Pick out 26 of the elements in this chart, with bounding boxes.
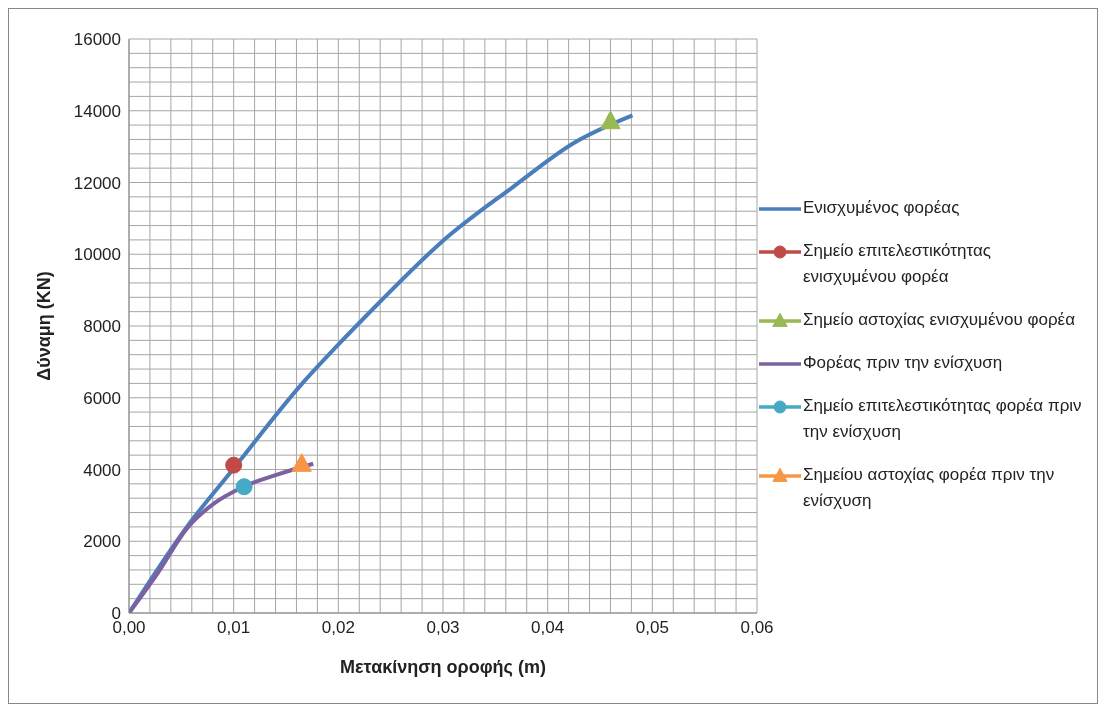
x-tick-label: 0,06 bbox=[740, 618, 774, 638]
x-axis-title: Μετακίνηση οροφής (m) bbox=[340, 657, 546, 677]
y-tick-label: 4000 bbox=[83, 460, 121, 480]
point bbox=[291, 453, 312, 472]
x-tick-label: 0,03 bbox=[426, 618, 460, 638]
legend-label: Σημείο επιτελεστικότητας ενισχυμένου φορέα bbox=[803, 240, 992, 288]
y-tick-label: 2000 bbox=[83, 532, 121, 552]
x-tick-label: 0,02 bbox=[321, 618, 355, 638]
legend-label: Σημείο επιτελεστικότητας φορέα πριν την ενίσχυση bbox=[803, 395, 1083, 443]
point bbox=[600, 110, 621, 130]
legend-label: Φορέας πριν την ενίσχυση bbox=[803, 352, 1003, 374]
y-tick-label: 12000 bbox=[73, 173, 121, 193]
y-tick-label: 10000 bbox=[73, 245, 121, 265]
point bbox=[235, 478, 253, 496]
point bbox=[225, 456, 243, 474]
legend-label: Σημείου αστοχίας φορέα πριν την ενίσχυση bbox=[803, 464, 1056, 512]
y-tick-label: 14000 bbox=[73, 101, 121, 121]
y-axis-title: Δύναμη (KN) bbox=[34, 271, 55, 381]
x-tick-label: 0,01 bbox=[217, 618, 251, 638]
y-tick-label: 16000 bbox=[73, 30, 121, 50]
y-tick-label: 8000 bbox=[83, 317, 121, 337]
legend-label: Ενισχυμένος φορέας bbox=[803, 197, 960, 219]
x-tick-label: 0,04 bbox=[531, 618, 565, 638]
x-tick-label: 0,05 bbox=[635, 618, 669, 638]
y-tick-label: 6000 bbox=[83, 388, 121, 408]
legend-label: Σημείο αστοχίας ενισχυμένου φορέα bbox=[803, 309, 1075, 331]
